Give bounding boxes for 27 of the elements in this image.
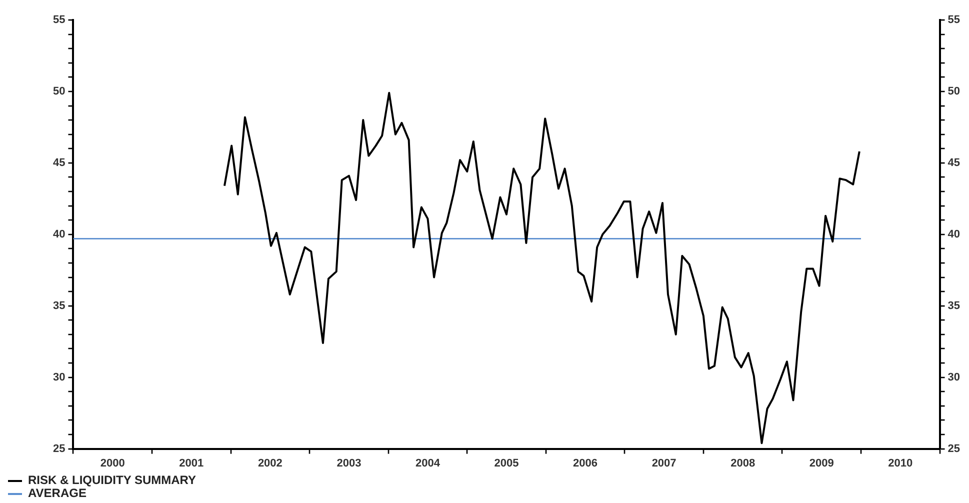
x-tick-label: 2004 — [415, 457, 441, 470]
y2-tick-label: 55 — [948, 14, 960, 26]
x-tick-label: 2008 — [730, 457, 756, 470]
y-tick-label: 30 — [52, 371, 66, 384]
x-tick-label: 2000 — [100, 457, 125, 470]
y-tick-label: 25 — [52, 442, 66, 455]
x-tick-label: 2001 — [179, 457, 204, 470]
y-tick-label: 45 — [52, 156, 66, 169]
x-tick-label: 2005 — [494, 457, 519, 470]
y2-tick-label: 25 — [948, 442, 960, 455]
y2-tick-label: 40 — [948, 228, 960, 240]
y2-tick-label: 45 — [948, 156, 960, 169]
x-tick-label: 2002 — [258, 457, 282, 470]
x-tick-label: 2010 — [888, 457, 913, 470]
legend-label: RISK & LIQUIDITY SUMMARY — [28, 473, 196, 487]
x-tick-label: 2007 — [652, 457, 676, 470]
x-tick-label: 2009 — [809, 457, 834, 470]
legend-label: AVERAGE — [28, 486, 86, 500]
y-tick-label: 55 — [52, 14, 66, 26]
x-tick-label: 2003 — [336, 457, 362, 470]
y2-tick-label: 50 — [948, 86, 960, 98]
x-tick-label: 2006 — [573, 457, 598, 470]
y-tick-label: 35 — [52, 300, 66, 312]
y2-tick-label: 30 — [948, 371, 960, 384]
y-tick-label: 50 — [52, 86, 66, 98]
y2-tick-label: 35 — [948, 300, 960, 312]
y-tick-label: 40 — [52, 228, 66, 240]
